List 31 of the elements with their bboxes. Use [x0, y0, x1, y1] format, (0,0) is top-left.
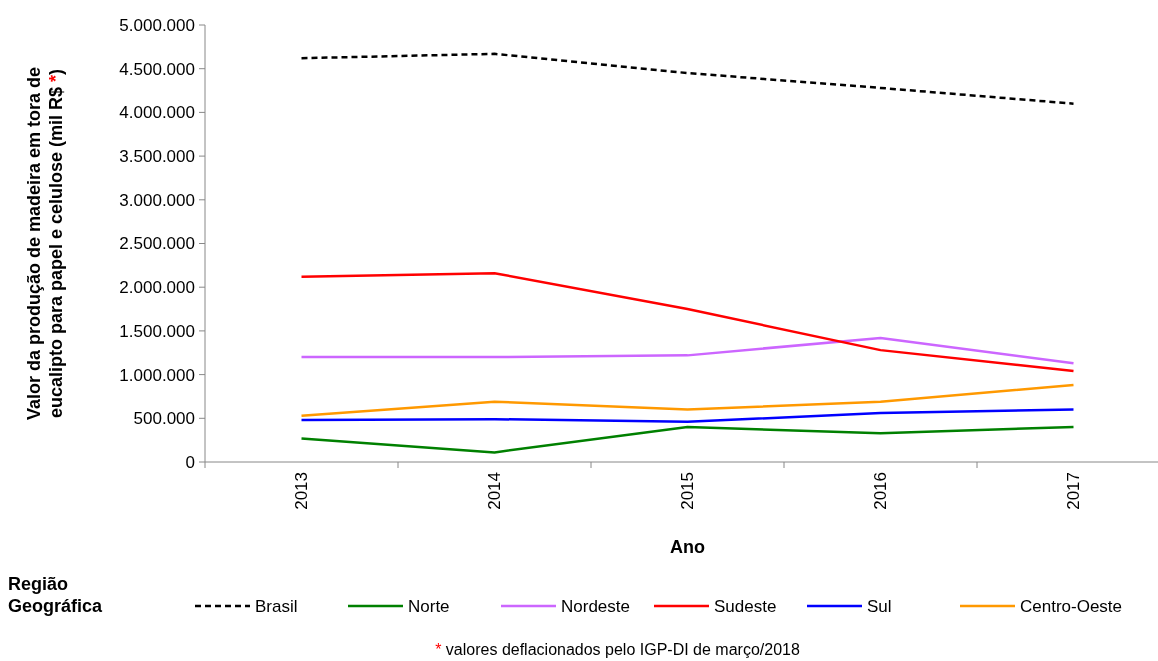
- x-axis-title: Ano: [670, 537, 705, 557]
- line-series: [300, 52, 1075, 105]
- y-tick-label: 1.000.000: [119, 365, 195, 385]
- line-series: [300, 425, 1075, 454]
- x-tick-label: 2016: [871, 472, 891, 510]
- text: * valores deflacionados pelo IGP-DI de março/2018: [435, 641, 800, 658]
- x-tick-label: 2013: [292, 472, 312, 510]
- y-tick-label: 3.000.000: [119, 190, 195, 210]
- legend-label: Sul: [867, 596, 892, 616]
- y-tick-label: 2.000.000: [119, 278, 195, 298]
- line-series: [300, 271, 1075, 373]
- legend-title: Região Geográfica: [8, 574, 104, 616]
- line-series: [300, 383, 1075, 417]
- line-series: [300, 336, 1075, 365]
- legend-label: Nordeste: [561, 596, 630, 616]
- legend-label: Sudeste: [714, 596, 777, 616]
- legend-label: Brasil: [255, 596, 298, 616]
- legend-label: Norte: [408, 596, 450, 616]
- legend-label: Centro-Oeste: [1020, 596, 1123, 616]
- line-series: [300, 408, 1075, 424]
- x-tick-label: 2015: [678, 472, 698, 510]
- y-tick-label: 5.000.000: [119, 15, 195, 35]
- x-tick-label: 2017: [1064, 472, 1084, 510]
- y-tick-label: 0: [185, 452, 195, 472]
- x-tick-label: 2014: [485, 472, 505, 510]
- y-tick-label: 4.500.000: [119, 59, 195, 79]
- y-tick-label: 1.500.000: [119, 321, 195, 341]
- y-tick-label: 4.000.000: [119, 103, 195, 123]
- y-tick-label: 2.500.000: [119, 234, 195, 254]
- y-tick-label: 3.500.000: [119, 147, 195, 167]
- y-tick-label: 500.000: [133, 409, 195, 429]
